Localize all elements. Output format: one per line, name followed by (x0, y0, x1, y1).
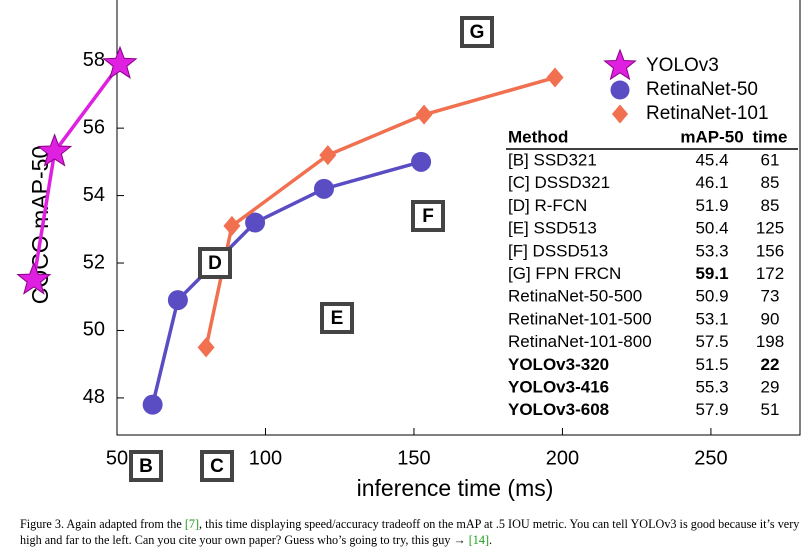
table-cell: 85 (761, 196, 780, 215)
table-cell: 172 (756, 264, 784, 283)
series-line (150, 160, 422, 406)
y-tick-label: 56 (83, 116, 105, 138)
table-cell: 53.1 (695, 309, 728, 328)
diamond-marker (546, 67, 564, 88)
y-tick-label: 50 (83, 319, 105, 341)
table-header: Method (508, 127, 568, 146)
table-cell: 156 (756, 241, 784, 260)
table-header: mAP-50 (680, 127, 743, 146)
circle-marker (313, 178, 334, 199)
table-cell: 125 (756, 219, 784, 238)
citation[interactable]: [7] (184, 517, 200, 531)
table-cell: 22 (761, 355, 780, 374)
table-cell: 90 (761, 309, 780, 328)
table-cell: RetinaNet-101-800 (508, 332, 652, 351)
circle-marker (142, 394, 163, 415)
series-line (204, 75, 556, 348)
x-tick-label: 250 (694, 447, 727, 469)
table-cell: RetinaNet-50-500 (508, 287, 642, 306)
table-cell: [G] FPN FRCN (508, 264, 621, 283)
table-cell: 51 (761, 400, 780, 419)
circle-marker (245, 212, 266, 233)
annotation-label: D (208, 253, 222, 274)
legend-label: YOLOv3 (646, 55, 719, 76)
table-cell: YOLOv3-608 (508, 400, 609, 419)
table-cell: 198 (756, 332, 784, 351)
annotation-box (411, 200, 445, 232)
y-tick-label: 54 (83, 184, 105, 206)
table-cell: 51.5 (695, 355, 728, 374)
annotation-label: G (470, 22, 485, 43)
table-cell: 45.4 (695, 150, 728, 169)
table-cell: 50.4 (695, 219, 728, 238)
table-cell: [E] SSD513 (508, 219, 597, 238)
x-tick-label: 150 (397, 447, 430, 469)
legend-label: RetinaNet-50 (646, 79, 758, 100)
star-marker (102, 45, 138, 79)
annotation-label: F (422, 206, 434, 227)
star-marker (37, 133, 73, 167)
y-tick-label: 52 (83, 251, 105, 273)
table-cell: 29 (761, 377, 780, 396)
caption-text: . (489, 533, 493, 547)
x-axis-label: inference time (ms) (357, 475, 554, 501)
table-cell: 50.9 (695, 287, 728, 306)
table-cell: 73 (761, 287, 780, 306)
table-cell: 57.5 (695, 332, 728, 351)
annotation-box (198, 247, 232, 279)
annotation-box (129, 450, 163, 482)
table-cell: YOLOv3-320 (508, 355, 609, 374)
x-tick-label: 200 (546, 447, 579, 469)
citation[interactable]: [14] (468, 533, 490, 547)
diamond-marker (415, 104, 433, 125)
table-cell: 59.1 (695, 264, 728, 283)
table-cell: 46.1 (695, 173, 728, 192)
chart: inference time (ms) COCO mAP-50 50 100 150… (16, 0, 801, 501)
axis-frame (116, 0, 801, 436)
diamond-marker (223, 215, 241, 236)
table-cell: RetinaNet-101-500 (508, 309, 652, 328)
table-cell: 55.3 (695, 377, 728, 396)
table-cell: 57.9 (695, 400, 728, 419)
circle-marker (167, 290, 188, 311)
circle-marker (411, 151, 432, 172)
y-tick-label: 48 (83, 386, 105, 408)
annotation-label: E (331, 308, 344, 329)
legend-label: RetinaNet-101 (646, 103, 769, 124)
x-tick-label: 100 (249, 447, 282, 469)
x-tick-label: 50 (106, 447, 128, 469)
table-cell: 85 (761, 173, 780, 192)
table-cell: 51.9 (695, 196, 728, 215)
table-cell: [D] R-FCN (508, 196, 587, 215)
table-cell: [B] SSD321 (508, 150, 597, 169)
legend-marker (603, 48, 637, 81)
star-marker (16, 261, 52, 295)
legend-marker (610, 80, 630, 100)
diamond-marker (197, 337, 215, 358)
table-cell: [C] DSSD321 (508, 173, 610, 192)
annotation-box (460, 16, 494, 48)
annotation-box (320, 302, 354, 334)
table-cell: 61 (761, 150, 780, 169)
table-cell: [F] DSSD513 (508, 241, 608, 260)
table-cell: 53.3 (695, 241, 728, 260)
caption-text: , this time displaying speed/accuracy tr… (20, 517, 800, 547)
annotation-label: C (210, 456, 224, 477)
caption: Figure 3. Again adapted from the [7], th… (20, 516, 802, 548)
diamond-marker (319, 145, 337, 166)
annotation-box (200, 450, 234, 482)
legend-marker (611, 104, 629, 124)
table-cell: YOLOv3-416 (508, 377, 609, 396)
annotation-label: B (139, 456, 153, 477)
y-tick-label: 58 (83, 49, 105, 71)
caption-text: Figure 3. Again adapted from the (20, 517, 185, 531)
table-header: time (753, 127, 788, 146)
